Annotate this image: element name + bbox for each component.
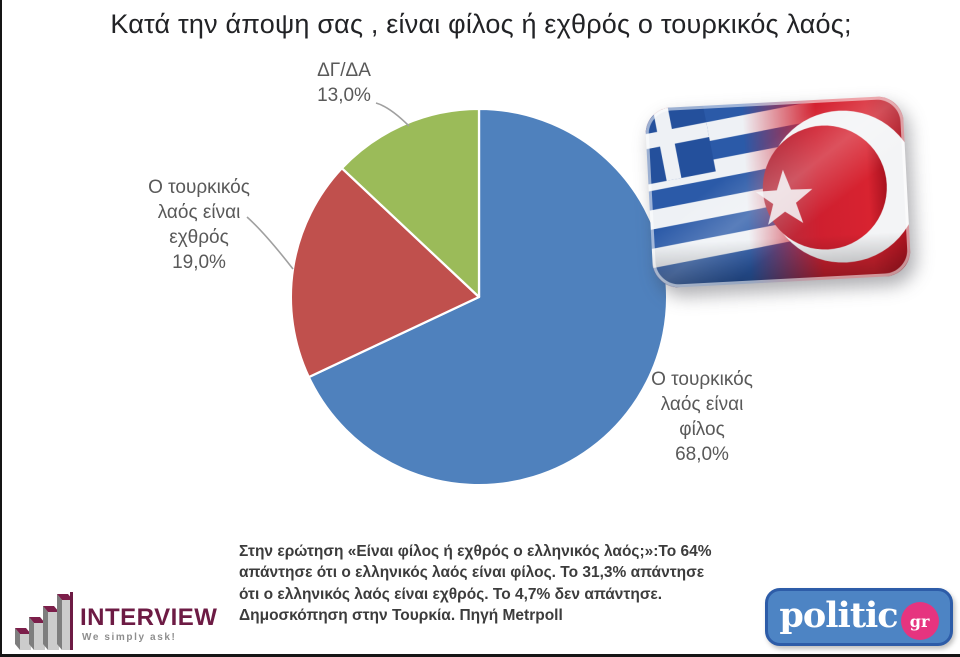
label-enemy: Ο τουρκικός λαός είναι εχθρός 19,0% [148, 177, 250, 273]
politic-logo-gr-badge: gr [900, 602, 939, 640]
interview-logo-divider [70, 592, 73, 650]
pie-slice-friend [307, 107, 669, 487]
pie-chart [289, 107, 669, 487]
label-friend: Ο τουρκικός λαός είναι φίλος 68,0% [651, 369, 753, 465]
interview-logo-tagline: We simply ask! [82, 632, 177, 643]
politic-logo: politic gr [765, 588, 953, 646]
interview-logo: INTERVIEW We simply ask! [12, 590, 242, 652]
interview-bars-icon [15, 594, 73, 650]
greece-turkey-flags-image [642, 93, 913, 290]
politic-logo-name: politic [779, 594, 898, 636]
interview-logo-name: INTERVIEW [80, 604, 218, 631]
label-dontknow: ΔΓ/ΔΑ 13,0% [317, 60, 371, 106]
page-title: Κατά την άποψη σας , είναι φίλος ή εχθρό… [110, 9, 852, 39]
footnote-text: Στην ερώτηση «Είναι φίλος ή εχθρός ο ελλ… [239, 543, 712, 625]
